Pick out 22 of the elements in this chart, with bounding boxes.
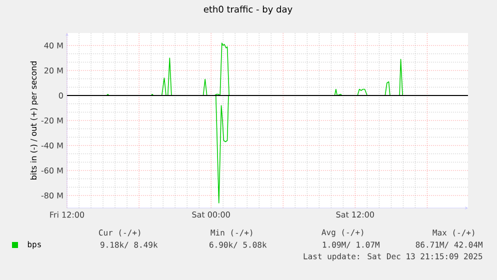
text: 86.71M/ 42.04M — [416, 242, 482, 248]
text: Min (-/+) — [210, 229, 252, 237]
y-tick-label: -60 M — [41, 167, 63, 174]
y-tick-label: 40 M — [44, 42, 63, 49]
text: 6.90k/ 5.08k — [210, 242, 267, 248]
text: Max (-/+) — [432, 229, 474, 237]
y-tick-label: -40 M — [41, 142, 63, 149]
text: 9.18k/ 8.49k — [100, 242, 158, 248]
y-tick-label: -80 M — [41, 192, 63, 199]
y-tick-label: -20 M — [41, 117, 63, 124]
x-tick-label: Sat 12:00 — [336, 212, 374, 218]
y-tick-label: 0 — [58, 92, 63, 99]
text: 1.09M/ 1.07M — [322, 242, 380, 248]
x-tick-label: Sat 00:00 — [192, 212, 230, 218]
text: Last update: Sat Dec 13 21:15:09 2025 — [304, 253, 482, 261]
y-axis-title: bits in (-) / out (+) per second — [30, 62, 38, 180]
text: Avg (-/+) — [322, 229, 364, 237]
legend-label: bps — [28, 241, 41, 249]
text: Cur (-/+) — [99, 229, 140, 237]
chart-title: eth0 traffic - by day — [204, 6, 292, 14]
x-tick-label: Fri 12:00 — [50, 212, 84, 218]
y-tick-label: 20 M — [44, 67, 63, 74]
